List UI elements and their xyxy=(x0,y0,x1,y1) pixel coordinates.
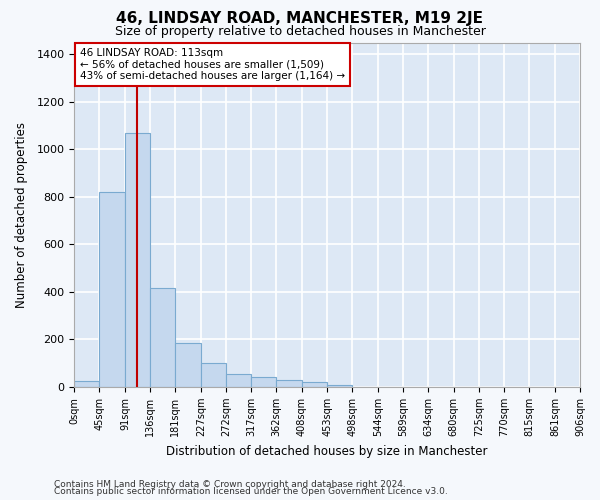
Text: Contains HM Land Registry data © Crown copyright and database right 2024.: Contains HM Land Registry data © Crown c… xyxy=(54,480,406,489)
Y-axis label: Number of detached properties: Number of detached properties xyxy=(15,122,28,308)
Text: 46, LINDSAY ROAD, MANCHESTER, M19 2JE: 46, LINDSAY ROAD, MANCHESTER, M19 2JE xyxy=(116,11,484,26)
X-axis label: Distribution of detached houses by size in Manchester: Distribution of detached houses by size … xyxy=(166,444,488,458)
Text: Size of property relative to detached houses in Manchester: Size of property relative to detached ho… xyxy=(115,25,485,38)
Bar xyxy=(74,381,100,387)
Text: 46 LINDSAY ROAD: 113sqm
← 56% of detached houses are smaller (1,509)
43% of semi: 46 LINDSAY ROAD: 113sqm ← 56% of detache… xyxy=(80,48,345,81)
Bar xyxy=(327,384,352,387)
Bar xyxy=(175,343,201,387)
Bar xyxy=(125,133,150,387)
Bar xyxy=(276,380,302,387)
Bar xyxy=(100,192,125,387)
Text: Contains public sector information licensed under the Open Government Licence v3: Contains public sector information licen… xyxy=(54,487,448,496)
Bar xyxy=(302,382,327,387)
Bar xyxy=(226,374,251,387)
Bar xyxy=(251,378,276,387)
Bar xyxy=(201,363,226,387)
Bar xyxy=(150,288,175,387)
